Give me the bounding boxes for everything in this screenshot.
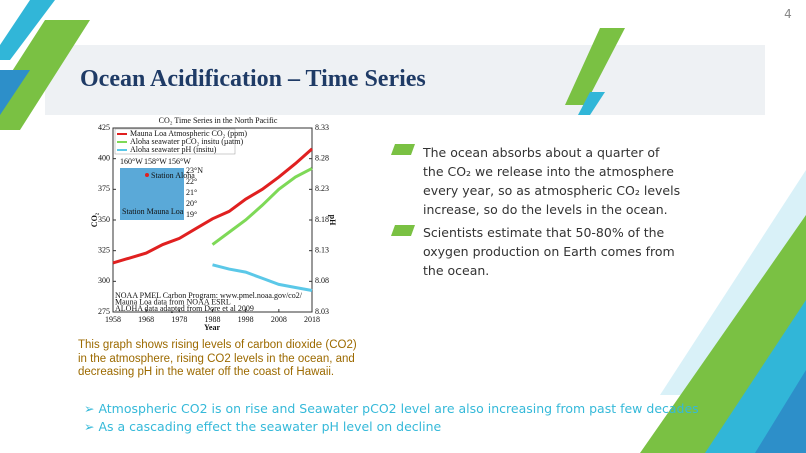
- inset-label: 156°W: [168, 157, 191, 166]
- y2-axis-label: pH: [328, 215, 337, 226]
- inset-label: Station Aloha: [151, 171, 195, 180]
- y2-tick-label: 8.08: [315, 276, 329, 285]
- y2-tick-label: 8.13: [315, 245, 329, 254]
- y-tick-label: 275: [98, 307, 110, 316]
- legend-box: [114, 128, 236, 155]
- inset-label: 21°: [186, 188, 197, 197]
- bullet-icon: [390, 225, 416, 236]
- y-tick-label: 400: [98, 153, 110, 162]
- bullet-text: The ocean absorbs about a quarter of the…: [423, 145, 681, 217]
- x-tick-label: 1968: [138, 315, 154, 324]
- x-tick-label: 1978: [171, 315, 187, 324]
- inset-map: [120, 168, 184, 220]
- inset-label: Station Mauna Loa: [122, 207, 184, 216]
- y2-tick-label: 8.28: [315, 153, 329, 162]
- legend-label: Aloha seawater pCO₂ insitu (µatm): [130, 137, 243, 146]
- point: ➢ Atmospheric CO2 is on rise and Seawate…: [84, 401, 699, 416]
- decor: [565, 28, 625, 105]
- x-tick-label: 1958: [105, 315, 121, 324]
- station-dot: [145, 173, 149, 177]
- y-tick-label: 425: [98, 123, 110, 132]
- credit: NOAA PMEL Carbon Program: www.pmel.noaa.…: [115, 291, 303, 300]
- title-band: [45, 45, 765, 115]
- series-line: [212, 263, 313, 293]
- point-text: As a cascading effect the seawater pH le…: [98, 419, 442, 434]
- credit: ALOHA data adapted from Dore et al 2009: [115, 304, 254, 313]
- x-tick-label: 1988: [205, 315, 221, 324]
- page-number: 4: [784, 7, 792, 21]
- decor: [578, 92, 605, 115]
- decor: [0, 20, 90, 130]
- series-line: [211, 167, 313, 246]
- y-tick-label: 375: [98, 184, 110, 193]
- inset-label: 160°W: [120, 157, 143, 166]
- x-tick-label: 2018: [304, 315, 320, 324]
- bullet-text: Scientists estimate that 50-80% of the o…: [423, 225, 675, 278]
- x-axis-label: Year: [204, 323, 220, 332]
- x-tick-label: 1998: [238, 315, 254, 324]
- inset-label: 158°W: [144, 157, 167, 166]
- caption: This graph shows rising levels of carbon…: [78, 339, 357, 378]
- chart-title: CO₂ Time Series in the North Pacific: [159, 116, 278, 125]
- slide-title: Ocean Acidification – Time Series: [80, 66, 426, 92]
- y-tick-label: 300: [98, 276, 110, 285]
- legend-label: Mauna Loa Atmospheric CO₂ (ppm): [130, 129, 247, 138]
- decor: [0, 70, 30, 115]
- y2-tick-label: 8.03: [315, 307, 329, 316]
- inset-label: 20°: [186, 199, 197, 208]
- y-axis-label: CO₂: [90, 212, 99, 227]
- legend-label: Aloha seawater pH (insitu): [130, 145, 217, 154]
- decor: [755, 370, 806, 453]
- series-line: [112, 147, 313, 265]
- y2-tick-label: 8.33: [315, 123, 329, 132]
- decor: [660, 170, 806, 395]
- point: ➢ As a cascading effect the seawater pH …: [84, 419, 442, 434]
- point-text: Atmospheric CO2 is on rise and Seawater …: [98, 401, 699, 416]
- decor: [0, 0, 55, 60]
- y2-tick-label: 8.23: [315, 184, 329, 193]
- x-tick-label: 2008: [271, 315, 287, 324]
- y-tick-label: 325: [98, 245, 110, 254]
- inset-label: 22°: [186, 177, 197, 186]
- inset-label: 19°: [186, 210, 197, 219]
- y-tick-label: 350: [98, 215, 110, 224]
- credit: Mauna Loa data from NOAA ESRL: [115, 297, 231, 306]
- y2-tick-label: 8.18: [315, 215, 329, 224]
- bullet-icon: [390, 144, 416, 155]
- inset-label: 23°N: [186, 166, 203, 175]
